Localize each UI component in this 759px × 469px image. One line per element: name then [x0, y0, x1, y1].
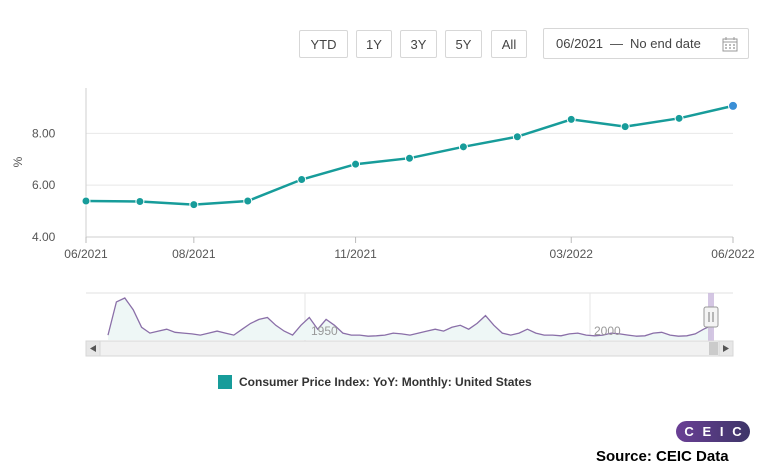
data-point[interactable] [512, 132, 522, 142]
data-point[interactable] [620, 122, 630, 132]
x-tick-label: 08/2021 [172, 247, 216, 261]
x-tick-label: 11/2021 [334, 247, 377, 261]
navigator-area [108, 298, 712, 340]
y-tick-label: 4.00 [32, 230, 56, 244]
x-tick-label: 06/2021 [64, 247, 108, 261]
range-3y-button[interactable]: 3Y [400, 30, 437, 58]
x-tick-label: 06/2022 [711, 247, 755, 261]
y-tick-label: 6.00 [32, 178, 56, 192]
y-tick-label: 8.00 [32, 126, 56, 140]
range-all-button[interactable]: All [491, 30, 527, 58]
date-start: 06/2021 [556, 36, 603, 51]
data-point[interactable] [351, 159, 361, 169]
data-point[interactable] [189, 200, 199, 210]
navigator[interactable]: 1950 2000 [86, 292, 733, 341]
main-chart: % 4.00 6.00 8.00 06/2021 08/2021 11/2021 03/2… [11, 88, 755, 357]
legend[interactable]: Consumer Price Index: YoY: Monthly: Unit… [218, 375, 532, 389]
data-point[interactable] [674, 113, 684, 123]
range-ytd-button[interactable]: YTD [299, 30, 348, 58]
range-1y-button[interactable]: 1Y [356, 30, 392, 58]
data-point[interactable] [405, 153, 414, 163]
legend-swatch [218, 375, 232, 389]
data-point[interactable] [243, 196, 253, 206]
date-end: No end date [630, 36, 701, 51]
data-point[interactable] [135, 196, 145, 206]
data-point[interactable] [458, 142, 468, 152]
navigator-label-1950: 1950 [311, 324, 338, 338]
source-label: Source: CEIC Data [596, 448, 729, 465]
date-range-picker[interactable]: 06/2021 — No end date [543, 28, 749, 59]
data-point[interactable] [297, 174, 307, 184]
navigator-handle[interactable] [703, 306, 719, 328]
x-tick-label: 03/2022 [550, 247, 594, 261]
data-point[interactable] [81, 196, 91, 206]
scroll-left-arrow-icon [90, 345, 96, 352]
scroll-right-arrow-icon [723, 345, 729, 352]
calendar-icon[interactable] [722, 36, 738, 52]
legend-label: Consumer Price Index: YoY: Monthly: Unit… [239, 375, 532, 389]
ceic-logo: C E I C [676, 421, 750, 442]
scroll-thumb[interactable] [709, 342, 718, 355]
date-separator: — [610, 36, 623, 51]
y-axis-label: % [11, 156, 25, 167]
range-5y-button[interactable]: 5Y [445, 30, 482, 58]
navigator-label-2000: 2000 [594, 324, 621, 338]
navigator-scrollbar[interactable] [85, 340, 734, 357]
data-point[interactable] [566, 114, 576, 124]
navigator-line [107, 297, 713, 337]
data-point[interactable] [728, 100, 738, 111]
